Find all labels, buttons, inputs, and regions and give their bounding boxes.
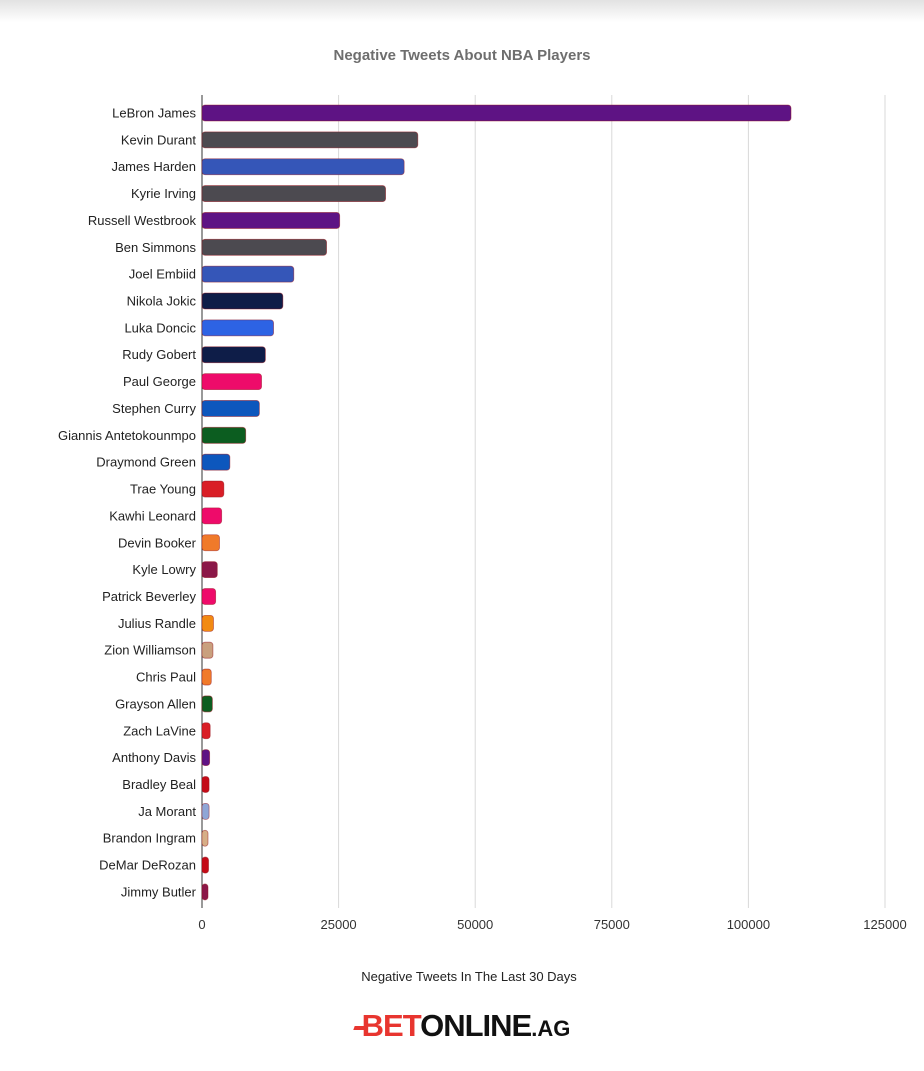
gridlines bbox=[201, 95, 886, 908]
x-tick-label: 100000 bbox=[727, 917, 770, 932]
category-label: Luka Doncic bbox=[124, 320, 196, 335]
bar-bradley-beal bbox=[201, 776, 210, 793]
category-label: Draymond Green bbox=[96, 455, 196, 470]
category-label: Russell Westbrook bbox=[88, 213, 197, 228]
category-label: Grayson Allen bbox=[115, 696, 196, 711]
bar-brandon-ingram bbox=[201, 829, 209, 847]
category-label: Kawhi Leonard bbox=[109, 508, 196, 523]
logo-bet-text: BET bbox=[361, 1008, 421, 1043]
bar-zach-lavine bbox=[201, 722, 211, 740]
category-label: DeMar DeRozan bbox=[99, 858, 196, 873]
category-label: LeBron James bbox=[112, 106, 196, 121]
category-label: Brandon Ingram bbox=[103, 831, 196, 846]
category-label: Patrick Beverley bbox=[102, 589, 196, 604]
category-labels: LeBron James Kevin Durant James Harden Kyri… bbox=[58, 106, 197, 900]
bar-patrick-beverley bbox=[201, 588, 217, 605]
bar-nikola-jokic bbox=[201, 292, 284, 310]
category-label: Rudy Gobert bbox=[122, 347, 196, 362]
bar-rudy-gobert bbox=[201, 346, 266, 364]
category-label: Ben Simmons bbox=[115, 240, 196, 255]
bar-luka-doncic bbox=[201, 319, 274, 337]
logo-swoosh-icon bbox=[352, 1025, 367, 1030]
category-label: Chris Paul bbox=[136, 670, 196, 685]
category-label: Julius Randle bbox=[118, 616, 196, 631]
bar-julius-randle bbox=[201, 614, 214, 632]
bar-lebron-james bbox=[201, 104, 792, 122]
bar-russell-westbrook bbox=[201, 212, 341, 229]
bar-anthony-davis bbox=[201, 749, 211, 767]
logo-online-text: ONLINE bbox=[420, 1008, 532, 1043]
bar-paul-george bbox=[201, 373, 262, 391]
category-label: Nikola Jokic bbox=[127, 294, 197, 309]
category-label: Anthony Davis bbox=[112, 750, 196, 765]
bar-kyle-lowry bbox=[201, 561, 218, 579]
bar-zion-williamson bbox=[201, 641, 214, 659]
x-axis-title: Negative Tweets In The Last 30 Days bbox=[361, 969, 577, 984]
x-tick-label: 125000 bbox=[863, 917, 906, 932]
bar-ja-morant bbox=[201, 802, 210, 820]
betonline-logo: BETONLINE.AG bbox=[0, 1006, 924, 1049]
category-label: Jimmy Butler bbox=[121, 884, 197, 899]
bars bbox=[201, 104, 792, 901]
bar-draymond-green bbox=[201, 453, 231, 471]
category-label: Giannis Antetokounmpo bbox=[58, 428, 196, 443]
category-label: Kevin Durant bbox=[121, 132, 197, 147]
category-label: Paul George bbox=[123, 374, 196, 389]
bar-ben-simmons bbox=[201, 238, 327, 256]
bar-chart: Negative Tweets About NBA Players LeBron… bbox=[58, 47, 907, 984]
x-tick-labels: 0 25000 50000 75000 100000 125000 bbox=[198, 917, 906, 932]
bar-trae-young bbox=[201, 480, 225, 498]
bar-stephen-curry bbox=[201, 400, 260, 417]
bar-giannis-antetokounmpo bbox=[201, 426, 247, 444]
bar-devin-booker bbox=[201, 534, 220, 552]
chart-title: Negative Tweets About NBA Players bbox=[333, 47, 590, 64]
bar-chris-paul bbox=[201, 668, 212, 686]
category-label: Zach LaVine bbox=[123, 723, 196, 738]
category-label: Stephen Curry bbox=[112, 401, 196, 416]
category-label: Ja Morant bbox=[138, 804, 196, 819]
x-tick-label: 25000 bbox=[321, 917, 357, 932]
category-label: Trae Young bbox=[130, 482, 196, 497]
bar-kevin-durant bbox=[201, 131, 419, 149]
x-tick-label: 75000 bbox=[594, 917, 630, 932]
bar-james-harden bbox=[201, 158, 405, 176]
category-label: Bradley Beal bbox=[122, 777, 196, 792]
category-label: Devin Booker bbox=[118, 535, 197, 550]
top-shadow bbox=[0, 0, 924, 22]
x-tick-label: 50000 bbox=[457, 917, 493, 932]
bar-grayson-allen bbox=[201, 695, 213, 713]
bar-kawhi-leonard bbox=[201, 507, 223, 525]
bar-joel-embiid bbox=[201, 265, 295, 283]
category-label: Kyrie Irving bbox=[131, 186, 196, 201]
x-tick-label: 0 bbox=[198, 917, 205, 932]
bar-jimmy-butler bbox=[201, 883, 209, 901]
category-label: James Harden bbox=[111, 159, 196, 174]
logo-ag-text: .AG bbox=[531, 1016, 571, 1041]
category-label: Zion Williamson bbox=[104, 643, 196, 658]
category-label: Kyle Lowry bbox=[132, 562, 196, 577]
bar-kyrie-irving bbox=[201, 185, 386, 202]
category-label: Joel Embiid bbox=[129, 267, 196, 282]
bar-demar-derozan bbox=[201, 856, 209, 874]
